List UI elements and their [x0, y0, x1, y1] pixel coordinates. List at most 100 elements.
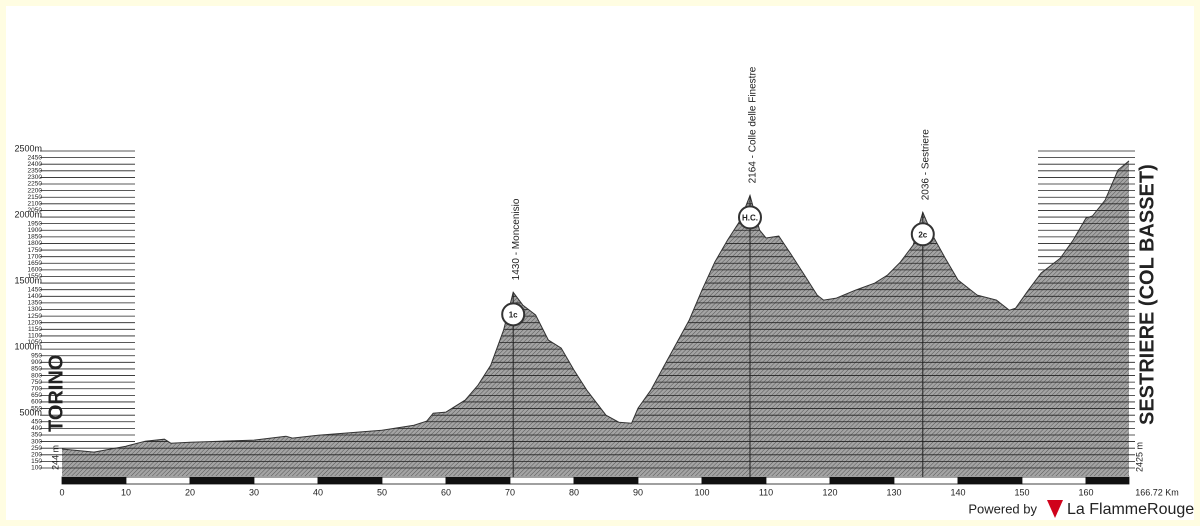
climb-label: 1430 - Moncenisio [511, 198, 522, 280]
y-tick-label: 100 [31, 465, 42, 472]
y-tick-label: 1400 [28, 293, 43, 300]
axis-stripe [893, 476, 959, 485]
y-tick-label: 250 [31, 445, 42, 452]
climb-badge [737, 205, 762, 230]
axis-stripe [253, 476, 319, 485]
x-tick-label: 100 [694, 487, 709, 497]
axis-stripe [1085, 476, 1130, 485]
y-tick-label: 200 [31, 452, 42, 459]
y-tick-label: 2150 [28, 194, 43, 201]
powered-by: Powered by [968, 501, 1037, 516]
climb-label: 2164 - Colle delle Finestre [748, 66, 759, 183]
y-tick-label: 350 [31, 432, 42, 439]
y-tick-label: 2200 [28, 187, 43, 194]
axis-stripe [189, 476, 255, 485]
axis-stripe [701, 476, 767, 485]
finish-name: SESTRIERE (COL BASSET) [1136, 164, 1158, 425]
x-tick-label: 60 [441, 487, 451, 497]
y-tick-label: 400 [31, 425, 42, 432]
y-tick-label: 1750 [28, 247, 43, 254]
y-tick-label: 2000m [14, 209, 42, 219]
x-tick-label: 120 [822, 487, 837, 497]
axis-stripe [381, 476, 447, 485]
y-tick-label: 550 [31, 405, 42, 412]
axis-stripe [61, 476, 127, 485]
y-tick-label: 1850 [28, 234, 43, 241]
x-tick-label: 160 [1078, 487, 1093, 497]
y-tick-label: 1500m [14, 275, 42, 285]
elevation-area [62, 160, 1129, 476]
y-tick-label: 300 [31, 438, 42, 445]
x-tick-label: 130 [886, 487, 901, 497]
y-tick-label: 900 [31, 359, 42, 366]
y-tick-label: 2450 [28, 154, 43, 161]
x-tick-label: 50 [377, 487, 387, 497]
y-tick-label: 1000m [14, 342, 42, 352]
x-tick-label: 70 [505, 487, 515, 497]
y-tick-label: 1650 [28, 260, 43, 267]
y-tick-label: 450 [31, 418, 42, 425]
axis-stripe [765, 476, 831, 485]
y-tick-label: 1050 [28, 339, 43, 346]
start-name: TORINO [45, 355, 67, 432]
y-tick-label: 1250 [28, 313, 43, 320]
y-tick-label: 1900 [28, 227, 43, 234]
axis-stripe [573, 476, 639, 485]
climb-badge [910, 222, 935, 247]
logo-icon [1047, 500, 1063, 518]
y-tick-label: 1800 [28, 240, 43, 247]
x-tick-label: 0 [59, 487, 64, 497]
y-tick-label: 500m [19, 408, 42, 418]
y-tick-label: 1200 [28, 319, 43, 326]
brand: La FlammeRouge [1067, 501, 1194, 518]
axis-stripe [125, 476, 191, 485]
x-tick-label: 166.72 Km [1135, 487, 1179, 497]
climb-category: 1c [509, 310, 518, 319]
axis-stripe [637, 476, 703, 485]
climb-badge [501, 302, 526, 327]
axis-stripe [957, 476, 1023, 485]
x-tick-label: 90 [633, 487, 643, 497]
axis-stripe [1021, 476, 1087, 485]
y-tick-label: 1450 [28, 286, 43, 293]
y-tick-label: 150 [31, 458, 42, 465]
y-tick-label: 700 [31, 385, 42, 392]
x-tick-label: 150 [1014, 487, 1029, 497]
y-tick-label: 950 [31, 352, 42, 359]
y-tick-label: 2350 [28, 168, 43, 175]
y-tick-label: 2250 [28, 181, 43, 188]
y-tick-label: 1100 [28, 333, 42, 340]
climb-category: H.C. [742, 213, 758, 222]
y-tick-label: 1700 [28, 253, 43, 260]
start-altitude: 244 m [50, 445, 60, 470]
x-tick-label: 110 [759, 487, 773, 497]
y-tick-label: 2050 [28, 207, 43, 214]
x-tick-label: 80 [569, 487, 579, 497]
y-tick-label: 1600 [28, 267, 43, 274]
y-tick-label: 1350 [28, 300, 43, 307]
y-tick-label: 650 [31, 392, 42, 399]
y-tick-label: 750 [31, 379, 42, 386]
axis-stripe [317, 476, 383, 485]
axis-stripe [445, 476, 511, 485]
finish-altitude: 2425 m [1134, 442, 1144, 472]
y-tick-label: 2400 [28, 161, 43, 168]
x-tick-label: 40 [313, 487, 323, 497]
climb-category: 2c [918, 230, 927, 239]
axis-stripe [829, 476, 895, 485]
y-tick-label: 2300 [28, 174, 43, 181]
axis-stripe [509, 476, 575, 485]
x-tick-label: 20 [185, 487, 195, 497]
y-tick-label: 850 [31, 366, 42, 373]
y-tick-label: 1550 [28, 273, 43, 280]
y-tick-label: 1150 [28, 326, 42, 333]
y-tick-label: 1950 [28, 220, 43, 227]
x-tick-label: 30 [249, 487, 259, 497]
y-tick-label: 1300 [28, 306, 43, 313]
elevation-line [61, 160, 1130, 453]
x-tick-label: 140 [950, 487, 965, 497]
x-tick-label: 10 [121, 487, 131, 497]
y-tick-label: 2500m [14, 143, 42, 153]
y-tick-label: 600 [31, 399, 42, 406]
